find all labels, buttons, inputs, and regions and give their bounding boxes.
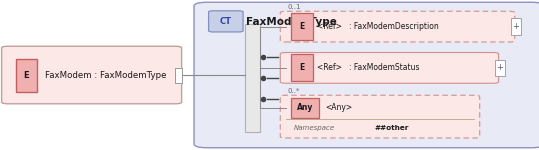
Text: E: E: [299, 63, 305, 72]
FancyBboxPatch shape: [291, 13, 313, 40]
Text: ##other: ##other: [375, 125, 409, 131]
FancyBboxPatch shape: [280, 95, 480, 138]
FancyBboxPatch shape: [511, 18, 521, 35]
FancyBboxPatch shape: [280, 11, 515, 42]
FancyBboxPatch shape: [194, 2, 539, 148]
Text: 0..1: 0..1: [288, 4, 301, 10]
Text: 0..*: 0..*: [288, 88, 300, 94]
FancyBboxPatch shape: [175, 68, 182, 82]
FancyBboxPatch shape: [280, 52, 499, 83]
Text: <Any>: <Any>: [325, 103, 352, 112]
FancyBboxPatch shape: [245, 24, 260, 132]
FancyBboxPatch shape: [291, 98, 319, 118]
Text: <Ref>   : FaxModemStatus: <Ref> : FaxModemStatus: [317, 63, 419, 72]
Text: FaxModem : FaxModemType: FaxModem : FaxModemType: [45, 70, 166, 80]
FancyBboxPatch shape: [495, 60, 505, 76]
Text: Namespace: Namespace: [294, 125, 335, 131]
Text: E: E: [299, 22, 305, 31]
Text: Any: Any: [297, 103, 313, 112]
Text: E: E: [24, 70, 29, 80]
FancyBboxPatch shape: [2, 46, 182, 104]
Text: <Ref>   : FaxModemDescription: <Ref> : FaxModemDescription: [317, 22, 439, 31]
FancyBboxPatch shape: [209, 11, 243, 32]
Text: FaxModemType: FaxModemType: [246, 17, 337, 27]
Text: +: +: [513, 22, 519, 31]
FancyBboxPatch shape: [16, 58, 37, 92]
Text: +: +: [496, 63, 503, 72]
FancyBboxPatch shape: [291, 54, 313, 81]
Text: CT: CT: [220, 17, 232, 26]
